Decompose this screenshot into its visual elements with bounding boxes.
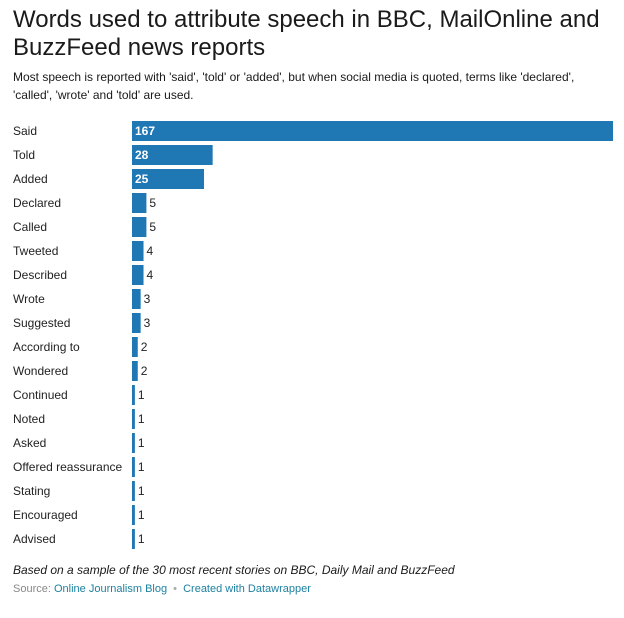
value-label: 3 (144, 292, 151, 306)
category-label: According to (13, 340, 80, 354)
category-label: Continued (13, 388, 68, 402)
bar (132, 385, 135, 405)
value-label: 4 (147, 244, 154, 258)
value-label: 25 (135, 172, 149, 186)
bar (132, 481, 135, 501)
footer-separator: • (173, 583, 178, 595)
category-label: Offered reassurance (13, 460, 122, 474)
source-link[interactable]: Online Journalism Blog (53, 583, 168, 595)
value-label: 1 (138, 436, 145, 450)
bar (132, 145, 213, 165)
category-label: Noted (13, 412, 45, 426)
value-label: 5 (149, 220, 156, 234)
value-label: 3 (144, 316, 151, 330)
value-label: 1 (138, 412, 145, 426)
bar-chart: Said 167 Told 28 Added 25 Declared 5 Called 5 Twee… (13, 121, 613, 549)
value-label: 167 (135, 124, 155, 138)
value-label: 1 (138, 532, 145, 546)
category-label: Asked (13, 436, 46, 450)
category-label: Wondered (13, 364, 68, 378)
bar (132, 505, 135, 525)
bar (132, 433, 135, 453)
datawrapper-credit-link[interactable]: Created with Datawrapper (183, 583, 311, 595)
value-label: 4 (147, 268, 154, 282)
chart-title: Words used to attribute speech in BBC, M… (13, 6, 600, 61)
category-label: Declared (13, 196, 61, 210)
category-label: Tweeted (13, 244, 58, 258)
value-label: 28 (135, 148, 149, 162)
value-label: 1 (138, 508, 145, 522)
bar (132, 265, 144, 285)
bar (132, 457, 135, 477)
category-label: Told (13, 148, 35, 162)
value-label: 2 (141, 364, 148, 378)
bar (132, 289, 141, 309)
bar (132, 529, 135, 549)
bar (132, 241, 144, 261)
category-label: Wrote (13, 292, 45, 306)
source-label: Source: (13, 583, 51, 595)
bar (132, 337, 138, 357)
value-label: 5 (149, 196, 156, 210)
category-label: Encouraged (13, 508, 78, 522)
category-label: Called (13, 220, 47, 234)
bar (132, 121, 613, 141)
chart-notes: Based on a sample of the 30 most recent … (13, 563, 455, 577)
bar (132, 169, 205, 189)
chart-footer: Source: Online Journalism Blog • Created… (13, 583, 311, 595)
chart-subtitle: Most speech is reported with 'said', 'to… (13, 70, 575, 102)
value-label: 1 (138, 484, 145, 498)
value-label: 1 (138, 460, 145, 474)
value-label: 2 (141, 340, 148, 354)
bar (132, 409, 135, 429)
category-label: Suggested (13, 316, 70, 330)
category-label: Advised (13, 532, 56, 546)
category-label: Added (13, 172, 48, 186)
value-label: 1 (138, 388, 145, 402)
bar (132, 193, 147, 213)
bar (132, 361, 138, 381)
category-label: Said (13, 124, 37, 138)
bar (132, 217, 147, 237)
bar (132, 313, 141, 333)
category-label: Described (13, 268, 67, 282)
category-label: Stating (13, 484, 50, 498)
